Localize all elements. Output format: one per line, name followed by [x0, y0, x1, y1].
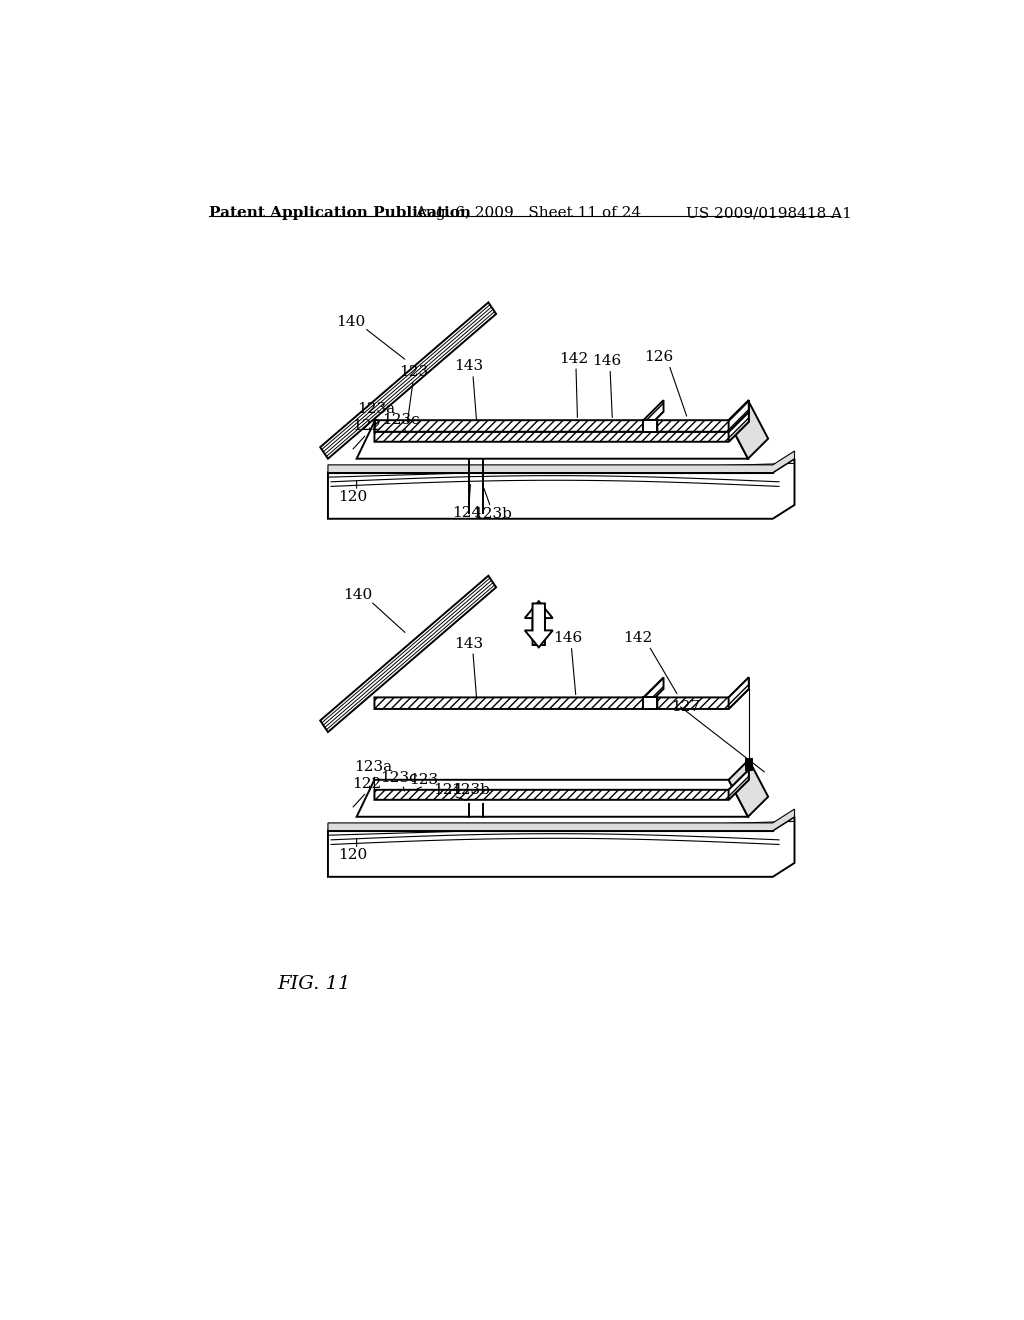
Polygon shape	[729, 770, 749, 800]
Polygon shape	[729, 401, 768, 459]
Polygon shape	[375, 400, 664, 432]
Text: 123a: 123a	[354, 760, 392, 774]
Polygon shape	[375, 677, 664, 709]
Polygon shape	[524, 601, 553, 645]
Polygon shape	[328, 817, 795, 876]
Polygon shape	[375, 412, 749, 442]
Polygon shape	[328, 809, 795, 830]
Text: 120: 120	[338, 849, 368, 862]
Text: 120: 120	[338, 490, 368, 504]
Text: 143: 143	[455, 359, 483, 374]
Text: 123b: 123b	[473, 507, 512, 521]
Text: 143: 143	[455, 636, 483, 651]
Polygon shape	[328, 451, 795, 473]
Text: 140: 140	[343, 587, 372, 602]
Text: 123: 123	[398, 366, 428, 379]
Text: 142: 142	[624, 631, 652, 645]
Polygon shape	[328, 459, 795, 519]
Polygon shape	[643, 420, 657, 432]
Text: 123c: 123c	[382, 413, 420, 428]
Polygon shape	[356, 422, 748, 459]
Polygon shape	[321, 302, 496, 459]
Text: 124: 124	[452, 506, 481, 520]
Polygon shape	[643, 697, 657, 709]
Text: 124: 124	[433, 783, 462, 797]
Polygon shape	[729, 412, 749, 442]
Polygon shape	[729, 760, 768, 817]
Text: 127: 127	[672, 700, 700, 714]
Text: 123a: 123a	[357, 401, 395, 416]
Polygon shape	[375, 770, 749, 800]
Polygon shape	[657, 400, 749, 432]
Text: US 2009/0198418 A1: US 2009/0198418 A1	[686, 206, 852, 220]
Polygon shape	[745, 759, 752, 770]
Text: 123: 123	[410, 772, 438, 787]
Text: Aug. 6, 2009   Sheet 11 of 24: Aug. 6, 2009 Sheet 11 of 24	[415, 206, 641, 220]
Polygon shape	[356, 780, 748, 817]
Text: 140: 140	[337, 314, 366, 329]
Polygon shape	[729, 677, 749, 709]
Text: 122: 122	[352, 777, 381, 792]
Polygon shape	[657, 677, 749, 709]
Text: 126: 126	[644, 350, 674, 364]
Text: Patent Application Publication: Patent Application Publication	[209, 206, 471, 220]
Polygon shape	[729, 400, 749, 432]
Polygon shape	[524, 603, 553, 647]
Text: 146: 146	[554, 631, 583, 645]
Text: 142: 142	[559, 351, 588, 366]
Text: 146: 146	[592, 354, 622, 368]
Text: 122: 122	[352, 420, 381, 433]
Text: 123b: 123b	[452, 783, 490, 797]
Polygon shape	[321, 576, 496, 733]
Text: 123c: 123c	[381, 771, 418, 785]
Text: FIG. 11: FIG. 11	[276, 974, 350, 993]
